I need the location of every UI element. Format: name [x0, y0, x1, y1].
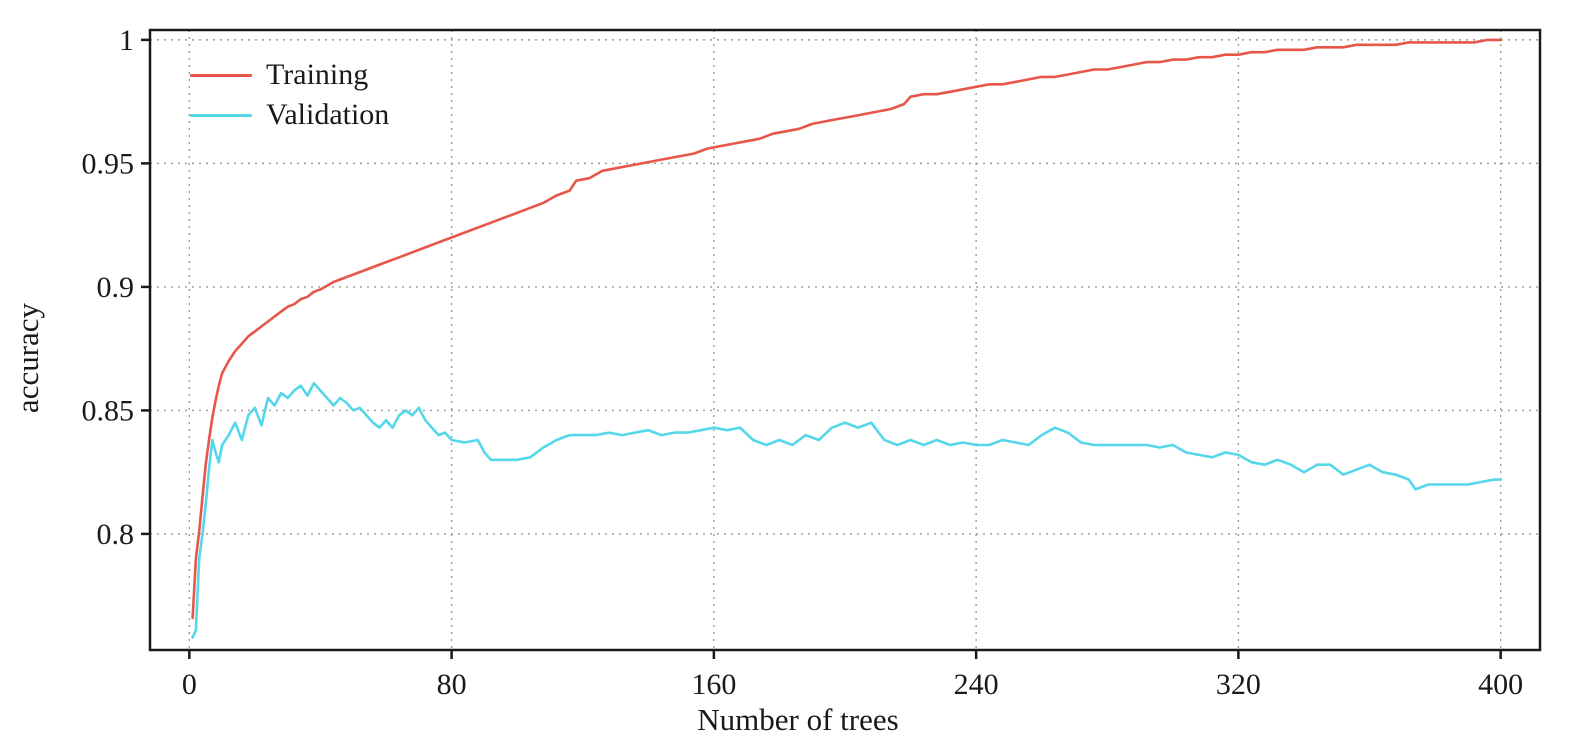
training-line-swatch: [190, 73, 252, 77]
y-tick-label: 0.8: [97, 518, 135, 551]
legend: Training Validation: [190, 58, 389, 132]
x-tick-label: 0: [182, 668, 197, 701]
y-tick-label: 0.95: [82, 147, 135, 180]
legend-item-training: Training: [190, 58, 389, 92]
x-tick-label: 320: [1216, 668, 1261, 701]
x-axis-label: Number of trees: [697, 702, 899, 737]
training-line: [191, 38, 1502, 620]
x-tick-label: 80: [437, 668, 467, 701]
legend-label-training: Training: [266, 58, 369, 91]
y-tick-label: 0.85: [82, 394, 135, 427]
y-tick-label: 0.9: [97, 271, 135, 304]
x-tick-label: 240: [954, 668, 999, 701]
x-tick-label: 160: [691, 668, 736, 701]
validation-line: [191, 381, 1502, 639]
legend-item-validation: Validation: [190, 98, 389, 132]
y-axis-label: accuracy: [10, 302, 45, 414]
validation-line-swatch: [190, 113, 252, 117]
plot-frame: [148, 28, 1542, 652]
legend-label-validation: Validation: [266, 98, 390, 131]
y-tick-label: 1: [119, 24, 134, 57]
x-tick-label: 400: [1478, 668, 1523, 701]
